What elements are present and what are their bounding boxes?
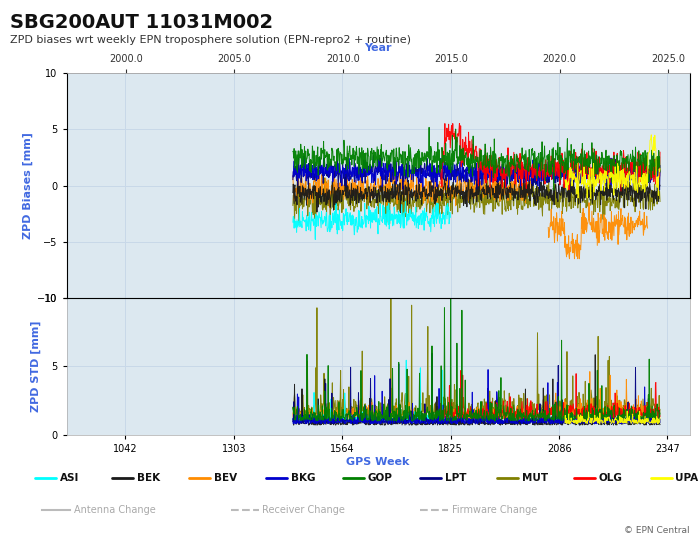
Text: GOP: GOP: [368, 473, 393, 483]
Text: © EPN Central: © EPN Central: [624, 525, 690, 535]
Y-axis label: ZPD Biases [mm]: ZPD Biases [mm]: [22, 132, 33, 239]
Text: LPT: LPT: [444, 473, 466, 483]
Text: ZPD biases wrt weekly EPN troposphere solution (EPN-repro2 + routine): ZPD biases wrt weekly EPN troposphere so…: [10, 35, 412, 45]
Text: BEK: BEK: [136, 473, 160, 483]
Text: UPA: UPA: [676, 473, 699, 483]
Text: Antenna Change: Antenna Change: [74, 505, 155, 515]
Text: SBG200AUT 11031M002: SBG200AUT 11031M002: [10, 14, 274, 32]
X-axis label: Year: Year: [364, 43, 392, 53]
Text: BEV: BEV: [214, 473, 237, 483]
Text: Firmware Change: Firmware Change: [452, 505, 537, 515]
X-axis label: GPS Week: GPS Week: [346, 456, 410, 467]
Y-axis label: ZPD STD [mm]: ZPD STD [mm]: [31, 321, 41, 412]
Text: OLG: OLG: [598, 473, 622, 483]
Text: ASI: ASI: [60, 473, 79, 483]
Text: BKG: BKG: [290, 473, 315, 483]
Text: MUT: MUT: [522, 473, 547, 483]
Text: Receiver Change: Receiver Change: [262, 505, 345, 515]
